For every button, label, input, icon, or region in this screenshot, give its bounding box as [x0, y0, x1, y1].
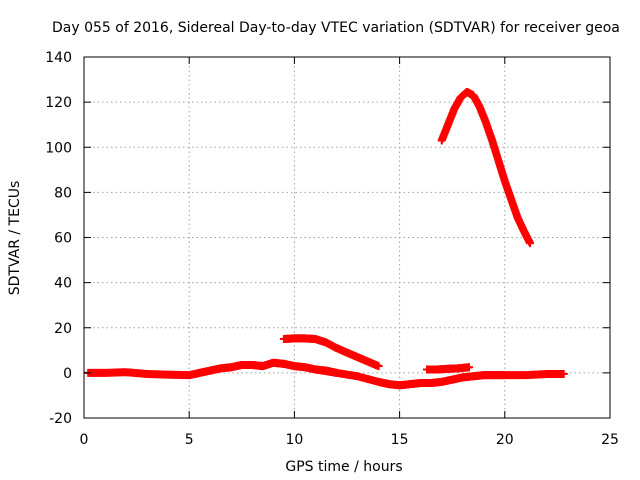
- x-tick-label: 0: [80, 432, 89, 448]
- x-tick-label: 5: [185, 432, 194, 448]
- x-axis-label: GPS time / hours: [285, 459, 402, 475]
- x-tick-label: 10: [285, 432, 303, 448]
- data-point: [465, 363, 474, 372]
- series-track-1: [84, 358, 341, 380]
- data-point: [526, 239, 535, 248]
- series-track-2: [311, 365, 568, 390]
- y-tick-label: 120: [45, 95, 72, 111]
- series-track-3: [279, 334, 383, 371]
- y-axis-label: SDTVAR / TECUs: [7, 181, 23, 296]
- y-tick-label: 20: [54, 321, 72, 337]
- series-track-5: [437, 87, 535, 248]
- grid-lines: [84, 57, 610, 418]
- y-tick-label: 80: [54, 185, 72, 201]
- data-point: [374, 362, 383, 371]
- y-tick-label: -20: [49, 411, 72, 427]
- x-tick-label: 25: [601, 432, 619, 448]
- y-tick-label: 60: [54, 231, 72, 247]
- chart-title: Day 055 of 2016, Sidereal Day-to-day VTE…: [52, 20, 620, 36]
- data-point: [559, 370, 568, 379]
- y-tick-label: 100: [45, 140, 72, 156]
- x-tick-label: 15: [391, 432, 409, 448]
- y-tick-label: 140: [45, 50, 72, 66]
- x-tick-label: 20: [496, 432, 514, 448]
- axis-ticks: 0 5 10 15 20 25 -20 0 20 40 60 80 100 120 140: [45, 50, 619, 448]
- y-tick-label: 0: [63, 366, 72, 382]
- data-series: [84, 87, 568, 390]
- y-tick-label: 40: [54, 276, 72, 292]
- series-track-4: [422, 363, 474, 374]
